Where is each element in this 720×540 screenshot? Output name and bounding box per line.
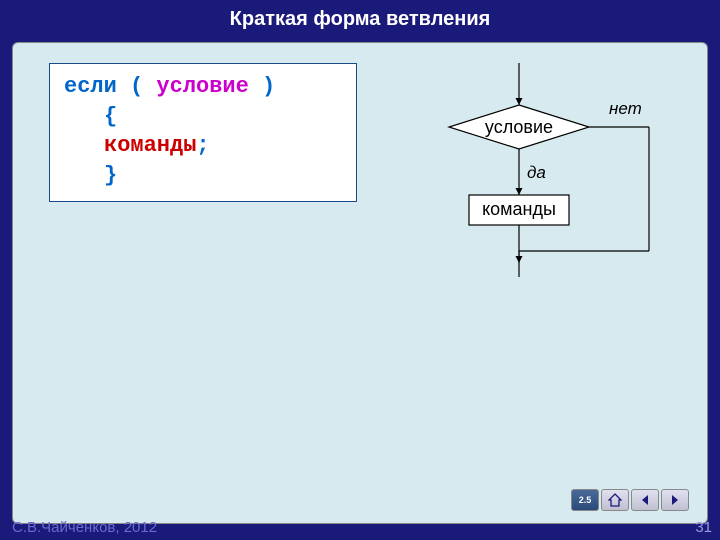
code-line-4: } bbox=[64, 161, 342, 191]
open-brace: { bbox=[104, 104, 117, 129]
commands-text: команды bbox=[104, 133, 196, 158]
close-paren: ) bbox=[262, 74, 275, 99]
page-title: Краткая форма ветвления bbox=[0, 0, 720, 39]
yes-label: да bbox=[527, 163, 546, 183]
no-label: нет bbox=[609, 99, 642, 119]
condition-text: условие bbox=[156, 74, 248, 99]
footer-page: 31 bbox=[695, 519, 712, 536]
code-line-1: если ( условие ) bbox=[64, 72, 342, 102]
code-box: если ( условие ) { команды; } bbox=[49, 63, 357, 202]
code-line-3: команды; bbox=[64, 131, 342, 161]
code-line-2: { bbox=[64, 102, 342, 132]
nav-next-button[interactable] bbox=[661, 489, 689, 511]
chevron-right-icon bbox=[669, 494, 681, 506]
chevron-left-icon bbox=[639, 494, 651, 506]
commands-label: команды bbox=[482, 199, 556, 219]
nav-image-button[interactable]: 2.5 bbox=[571, 489, 599, 511]
if-keyword: если bbox=[64, 74, 117, 99]
footer-author: С.В.Чайченков, 2012 bbox=[12, 519, 157, 536]
nav-home-button[interactable] bbox=[601, 489, 629, 511]
nav-buttons: 2.5 bbox=[571, 489, 689, 511]
nav-prev-button[interactable] bbox=[631, 489, 659, 511]
flowchart: условие команды да нет bbox=[383, 55, 693, 285]
content-panel: если ( условие ) { команды; } bbox=[12, 42, 708, 524]
close-brace: } bbox=[104, 163, 117, 188]
semicolon: ; bbox=[196, 133, 209, 158]
image-icon: 2.5 bbox=[579, 495, 592, 505]
home-icon bbox=[608, 493, 622, 507]
condition-label: условие bbox=[485, 117, 553, 137]
